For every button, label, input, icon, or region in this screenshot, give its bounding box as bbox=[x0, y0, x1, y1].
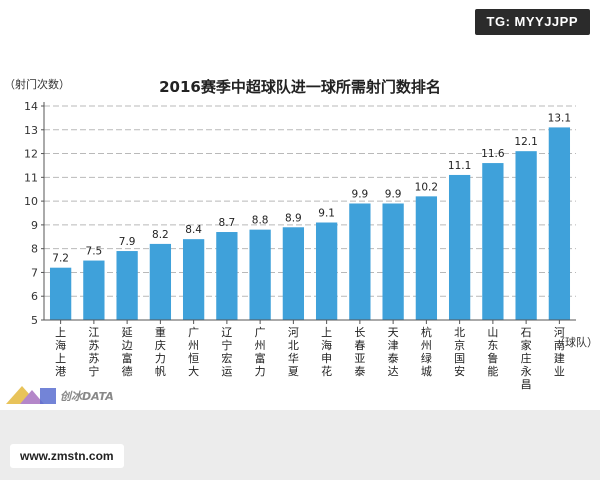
value-labels: 7.2 7.5 7.9 8.2 8.4 8.7 8.8 8.9 9.1 9.9 9.9 10.2 11.… bbox=[52, 112, 571, 264]
category-label: 广州富力 bbox=[255, 326, 266, 378]
y-tick-label: 6 bbox=[31, 290, 38, 303]
bar bbox=[282, 227, 305, 320]
category-label: 重庆力帆 bbox=[155, 325, 166, 378]
bar bbox=[149, 243, 172, 320]
bar-value-label: 11.1 bbox=[448, 160, 471, 172]
bar-value-label: 8.7 bbox=[219, 217, 236, 229]
category-label: 广州恒大 bbox=[188, 326, 199, 378]
y-tick-label: 9 bbox=[31, 219, 38, 232]
bar-value-label: 9.1 bbox=[318, 208, 335, 220]
y-tick-label: 8 bbox=[31, 243, 38, 256]
y-tick-label: 13 bbox=[24, 124, 38, 137]
x-axis-ticks bbox=[60, 320, 560, 324]
bar bbox=[548, 127, 571, 321]
bar-value-label: 13.1 bbox=[548, 112, 571, 124]
bar-value-label: 8.2 bbox=[152, 229, 169, 241]
logo-watermark: 创冰DATA bbox=[6, 386, 114, 404]
y-tick-label: 12 bbox=[24, 148, 38, 161]
bar-value-label: 7.9 bbox=[119, 236, 136, 248]
bar-value-label: 7.2 bbox=[52, 253, 69, 265]
category-label: 河北华夏 bbox=[288, 326, 299, 378]
category-label: 山东鲁能 bbox=[487, 326, 498, 378]
logo-shape-icon-2 bbox=[20, 390, 44, 404]
y-axis-ticks: 5 6 7 8 9 10 11 12 13 14 bbox=[24, 100, 44, 327]
bar-value-label: 8.9 bbox=[285, 212, 302, 224]
bar-value-label: 9.9 bbox=[385, 188, 402, 200]
bar bbox=[515, 151, 537, 320]
bar-value-label: 11.6 bbox=[481, 148, 505, 160]
y-tick-label: 14 bbox=[24, 100, 38, 113]
bar bbox=[382, 203, 404, 320]
bar bbox=[482, 163, 504, 320]
bar bbox=[216, 232, 238, 320]
category-label: 杭州绿城 bbox=[421, 325, 432, 378]
category-label: 延边富德 bbox=[122, 326, 133, 378]
bar bbox=[249, 229, 271, 320]
logo-square-icon bbox=[40, 388, 56, 404]
category-label: 河南建业 bbox=[554, 326, 565, 378]
bar-value-label: 9.9 bbox=[352, 188, 369, 200]
bar bbox=[83, 260, 105, 320]
category-label: 石家庄永昌 bbox=[521, 326, 532, 391]
bar bbox=[349, 203, 371, 320]
bar-value-label: 12.1 bbox=[514, 136, 537, 148]
logo-text: 创冰DATA bbox=[60, 390, 114, 403]
y-tick-label: 11 bbox=[24, 171, 38, 184]
bar-value-label: 10.2 bbox=[415, 181, 438, 193]
chart-title: 2016赛季中超球队进一球所需射门数排名 bbox=[159, 78, 441, 96]
bar-value-label: 8.8 bbox=[252, 215, 269, 227]
y-tick-label: 7 bbox=[31, 266, 38, 279]
x-axis-label: （球队） bbox=[554, 335, 598, 349]
watermark-badge-top: TG: MYYJJPP bbox=[474, 9, 590, 35]
category-label: 辽宁宏运 bbox=[221, 326, 232, 378]
bar bbox=[49, 267, 72, 320]
category-label: 长春亚泰 bbox=[354, 326, 365, 378]
category-label: 上海申花 bbox=[321, 326, 332, 378]
y-tick-label: 5 bbox=[31, 314, 38, 327]
bar-value-label: 7.5 bbox=[86, 246, 103, 258]
bar bbox=[415, 196, 438, 320]
category-label: 江苏苏宁 bbox=[88, 326, 99, 378]
category-label: 北京国安 bbox=[454, 326, 465, 378]
category-label: 天津泰达 bbox=[388, 326, 399, 378]
bar bbox=[182, 239, 205, 320]
bar-value-label: 8.4 bbox=[185, 224, 202, 236]
y-tick-label: 10 bbox=[24, 195, 38, 208]
bar bbox=[315, 222, 338, 320]
bars bbox=[49, 127, 571, 321]
y-axis-label: （射门次数） bbox=[4, 77, 70, 91]
category-label: 上海上港 bbox=[55, 326, 66, 378]
category-labels: 上海上港 江苏苏宁 延边富德 重庆力帆 广州恒大 辽宁宏运 广州富力 河北华夏 上海申花 长春亚泰… bbox=[55, 325, 565, 391]
watermark-badge-bottom: www.zmstn.com bbox=[10, 444, 124, 468]
bar bbox=[116, 251, 138, 320]
bar bbox=[448, 174, 471, 320]
